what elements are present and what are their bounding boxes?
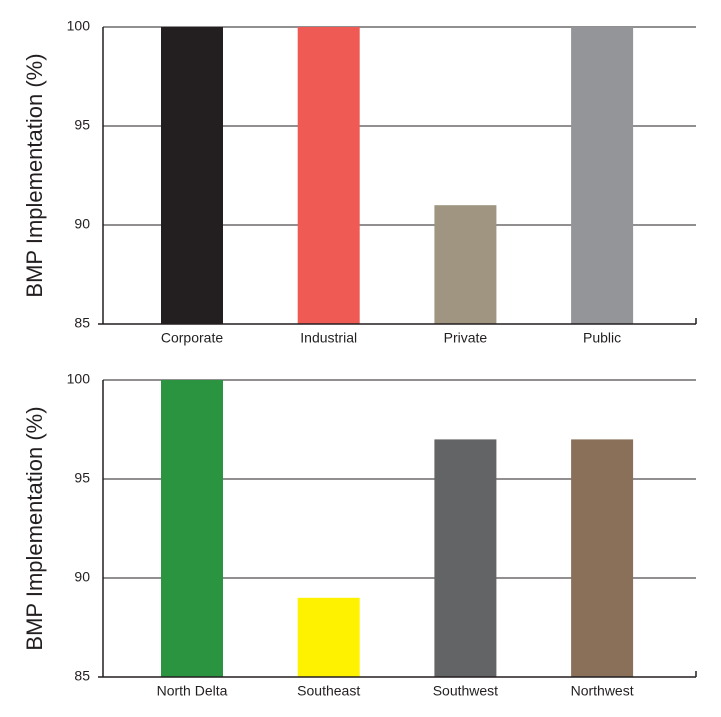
x-tick-label: North Delta <box>157 683 228 699</box>
bar <box>571 27 634 324</box>
bar <box>161 27 223 324</box>
x-tick-label: Industrial <box>300 330 357 346</box>
x-tick-label: Southeast <box>297 683 360 699</box>
y-tick-label: 95 <box>74 470 90 486</box>
y-axis-label: BMP Implementation (%) <box>22 53 47 297</box>
x-tick-label: Corporate <box>161 330 223 346</box>
y-tick-label: 95 <box>74 117 90 133</box>
y-tick-label: 90 <box>74 216 90 232</box>
y-tick-label: 100 <box>67 371 91 387</box>
y-tick-label: 100 <box>67 18 91 34</box>
y-axis-label: BMP Implementation (%) <box>22 406 47 650</box>
y-tick-label: 90 <box>74 569 90 585</box>
bar <box>434 439 497 677</box>
bar <box>571 439 634 677</box>
bar <box>161 380 223 677</box>
x-tick-label: Northwest <box>571 683 634 699</box>
y-tick-label: 85 <box>74 315 90 331</box>
y-tick-label: 85 <box>74 668 90 684</box>
x-tick-label: Southwest <box>433 683 498 699</box>
bar <box>297 27 360 324</box>
x-tick-label: Private <box>444 330 488 346</box>
bar <box>434 205 497 324</box>
x-tick-label: Public <box>583 330 621 346</box>
bar <box>297 597 360 677</box>
